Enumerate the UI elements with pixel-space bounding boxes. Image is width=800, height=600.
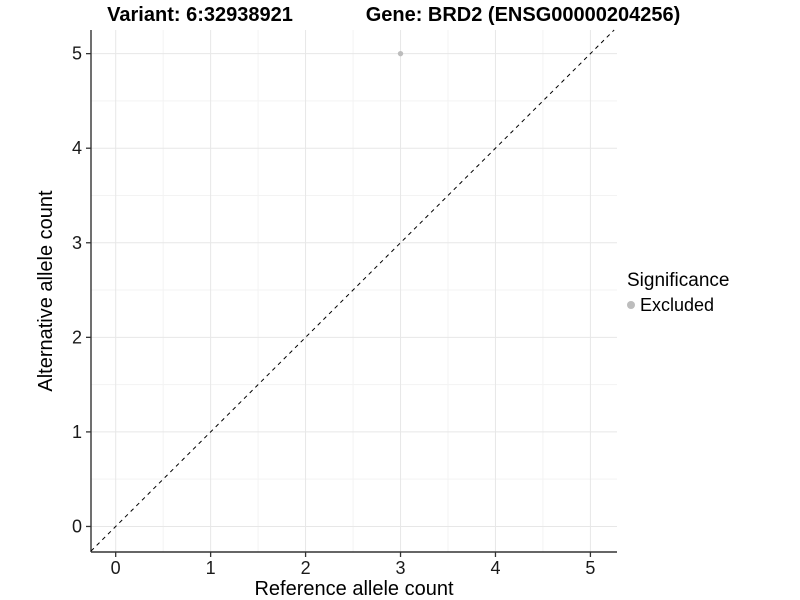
x-tick-label: 3 (396, 558, 406, 578)
y-tick-label: 3 (72, 233, 82, 253)
x-tick-label: 1 (206, 558, 216, 578)
legend-item-excluded: Excluded (627, 294, 729, 316)
x-axis-title: Reference allele count (254, 578, 454, 600)
y-tick-label: 2 (72, 327, 82, 347)
identity-reference-line (90, 29, 615, 552)
legend: Significance Excluded (627, 270, 729, 316)
legend-key-dot-icon (627, 301, 635, 309)
y-tick-label: 5 (72, 44, 82, 64)
data-point (397, 50, 404, 57)
y-tick-label: 4 (72, 138, 82, 158)
x-tick-label: 2 (301, 558, 311, 578)
y-axis-title: Alternative allele count (35, 190, 57, 392)
x-tick-label: 5 (585, 558, 595, 578)
legend-item-label: Excluded (640, 295, 715, 315)
gene-title: Gene: BRD2 (ENSG00000204256) (365, 4, 681, 26)
x-tick-label: 4 (490, 558, 500, 578)
legend-title: Significance (627, 270, 730, 291)
y-tick-label: 0 (72, 516, 82, 536)
x-tick-label: 0 (111, 558, 121, 578)
variant-title: Variant: 6:32938921 (107, 4, 293, 26)
y-tick-label: 1 (72, 422, 82, 442)
